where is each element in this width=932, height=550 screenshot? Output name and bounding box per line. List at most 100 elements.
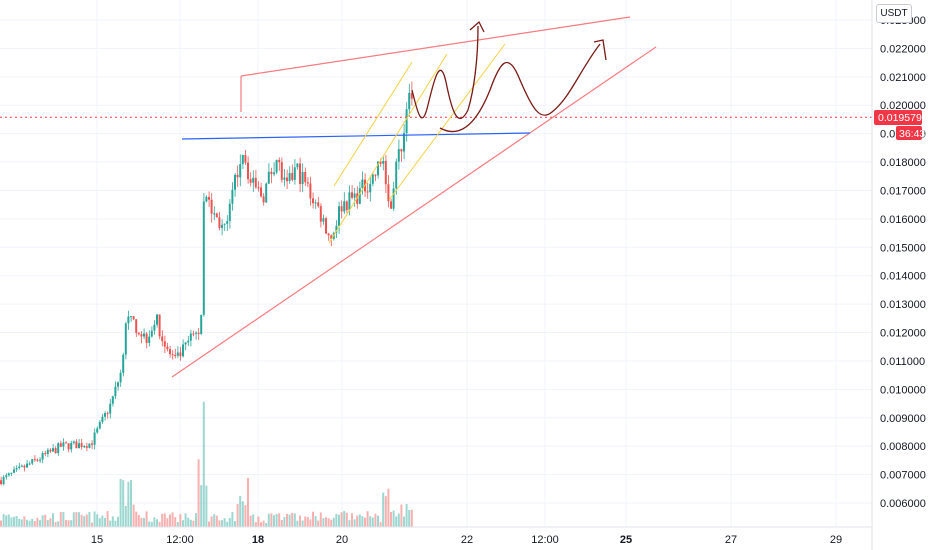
candle-body (153, 324, 156, 331)
candle-body (314, 202, 317, 204)
volume-bar (374, 513, 377, 527)
candle-body (137, 332, 140, 335)
volume-bar (174, 517, 177, 527)
candle-body (62, 442, 65, 447)
volume-bar (319, 512, 322, 527)
lower-trendline (171, 46, 657, 378)
candle-body (210, 199, 213, 214)
current-price-label: 0.019579 (878, 112, 922, 124)
candle-body (377, 161, 379, 176)
candle-body (267, 171, 270, 184)
volume-bar (330, 519, 333, 527)
currency-button[interactable]: USDT (876, 4, 912, 23)
candle-body (265, 183, 268, 203)
candle-body (351, 192, 353, 198)
volume-bar (7, 514, 10, 527)
candle-body (361, 179, 364, 189)
volume-bar (223, 518, 226, 527)
candle-body (184, 342, 187, 345)
price-tick-label: 0.013000 (880, 299, 926, 311)
volume-bar (322, 518, 325, 527)
candle-body (150, 330, 153, 337)
candle-body (244, 154, 247, 163)
candle-body (96, 428, 99, 433)
projection-path-2 (439, 43, 601, 133)
candle-body (223, 223, 226, 225)
volume-bar (257, 516, 260, 527)
price-tick-label: 0.007000 (880, 470, 926, 482)
volume-bar (135, 511, 138, 527)
candle-body (28, 463, 31, 465)
volume-bar (31, 518, 34, 527)
candle-body (358, 188, 361, 204)
volume-bar (252, 514, 255, 527)
volume-bar (23, 516, 26, 527)
candle-body (187, 340, 190, 343)
candle-body (0, 480, 2, 485)
candle-body (335, 225, 338, 233)
candle-body (72, 441, 75, 444)
candle-body (20, 465, 23, 467)
volume-bar (283, 517, 286, 527)
candle-body (52, 448, 54, 452)
candle-body (306, 182, 309, 184)
candle-body (345, 201, 348, 211)
candle-body (104, 413, 106, 417)
volume-bar (18, 518, 21, 527)
price-axis[interactable]: 0.0230000.0220000.0210000.0200000.019000… (880, 15, 926, 510)
volume-bar (231, 512, 234, 527)
volume-bar (26, 519, 28, 527)
candle-body (338, 206, 340, 226)
volume-bar (106, 511, 109, 527)
candle-body (158, 314, 161, 337)
volume-bar (249, 515, 252, 527)
candle-body (143, 333, 145, 337)
candle-body (46, 449, 49, 454)
volume-bar (153, 517, 156, 527)
candle-body (83, 446, 86, 448)
volume-bar (91, 522, 93, 527)
price-tick-label: 0.008000 (880, 441, 926, 453)
candle-body (218, 217, 221, 228)
volume-bar (59, 511, 62, 527)
volume-bar (101, 515, 104, 527)
candle-body (7, 473, 10, 476)
candle-body (327, 233, 330, 236)
volume-bar (197, 459, 200, 527)
volume-bar (65, 520, 67, 527)
volume-bar (114, 520, 117, 527)
candle-body (405, 109, 408, 134)
price-tick-label: 0.009000 (880, 413, 926, 425)
candle-body (348, 192, 351, 211)
candle-body (397, 149, 400, 162)
candle-body (234, 174, 236, 190)
volume-bar (291, 512, 294, 527)
volume-bar (273, 515, 275, 527)
volume-bar (202, 401, 205, 527)
countdown-label: 36:43 (899, 128, 925, 140)
volume-bar (104, 517, 106, 527)
volume-bar (390, 511, 392, 527)
candle-body (127, 316, 130, 324)
volume-bar (228, 517, 231, 527)
volume-bar (361, 516, 364, 527)
candle-body (182, 344, 184, 357)
volume-bar (195, 513, 197, 527)
candle-body (371, 174, 374, 184)
volume-bar (288, 514, 291, 527)
candle-body (145, 333, 148, 343)
time-axis[interactable]: 15 12:00 18 20 22 12:00 25 27 29 (91, 534, 842, 546)
time-tick-label: 20 (336, 534, 348, 546)
volume-bar (353, 519, 356, 527)
candle-body (379, 161, 382, 164)
volume-bar (408, 509, 411, 527)
volume-bar (41, 515, 44, 527)
candle-body (192, 333, 195, 335)
candle-body (18, 466, 21, 468)
candle-body (252, 177, 255, 183)
volume-bar (28, 520, 31, 527)
volume-bar (364, 517, 366, 527)
candle-body (291, 173, 294, 180)
